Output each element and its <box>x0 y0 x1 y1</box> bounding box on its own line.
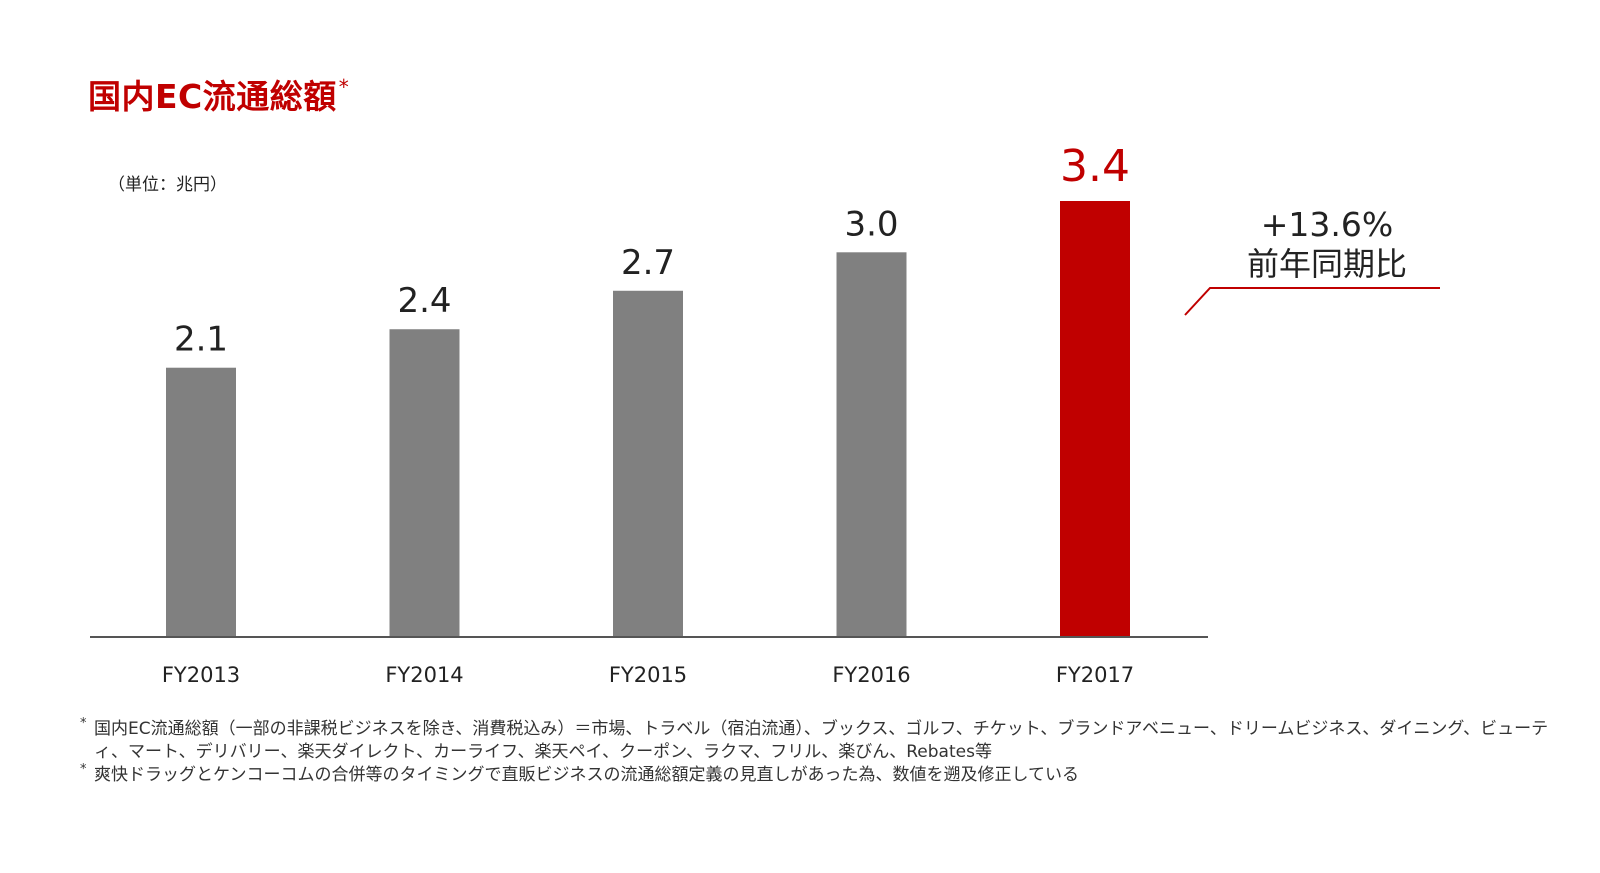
growth-callout: +13.6% 前年同期比 <box>1232 205 1422 283</box>
unit-label: （単位：兆円） <box>108 175 227 195</box>
value-label-fy2016: 3.0 <box>844 204 898 244</box>
bar-fy2013 <box>166 367 236 637</box>
title-text: 国内EC流通総額 <box>88 77 337 116</box>
footnote-2-text: 爽快ドラッグとケンコーコムの合併等のタイミングで直販ビジネスの流通総額定義の見直… <box>94 764 1079 785</box>
x-tick-label-fy2014: FY2014 <box>385 663 463 687</box>
x-tick-label-fy2015: FY2015 <box>609 663 687 687</box>
bar-fy2017 <box>1060 201 1130 637</box>
bar-fy2015 <box>613 290 683 637</box>
value-label-fy2015: 2.7 <box>621 243 675 283</box>
growth-label: 前年同期比 <box>1246 244 1407 283</box>
value-label-fy2013: 2.1 <box>174 320 228 360</box>
x-tick-label-fy2017: FY2017 <box>1056 663 1134 687</box>
footnotes: * 国内EC流通総額（一部の非課税ビジネスを除き、消費税込み）＝市場、トラベル（… <box>78 716 1558 787</box>
x-tick-label-fy2013: FY2013 <box>162 663 240 687</box>
value-label-fy2014: 2.4 <box>397 281 451 321</box>
footnote-2: * 爽快ドラッグとケンコーコムの合併等のタイミングで直販ビジネスの流通総額定義の… <box>78 761 1558 787</box>
bar-fy2014 <box>389 329 460 637</box>
title-footnote-mark: * <box>338 75 350 99</box>
bar-fy2016 <box>836 252 907 637</box>
footnote-2-mark: * <box>80 761 87 777</box>
value-label-fy2017: 3.4 <box>1060 141 1130 192</box>
growth-callout-line <box>1184 287 1440 316</box>
growth-percent: +13.6% <box>1260 205 1394 244</box>
footnote-1-text: 国内EC流通総額（一部の非課税ビジネスを除き、消費税込み）＝市場、トラベル（宿泊… <box>94 719 1549 762</box>
footnote-1-mark: * <box>80 716 87 731</box>
footnote-1: * 国内EC流通総額（一部の非課税ビジネスを除き、消費税込み）＝市場、トラベル（… <box>78 716 1558 764</box>
x-tick-label-fy2016: FY2016 <box>832 663 910 687</box>
page-title: 国内EC流通総額 * <box>88 70 349 118</box>
